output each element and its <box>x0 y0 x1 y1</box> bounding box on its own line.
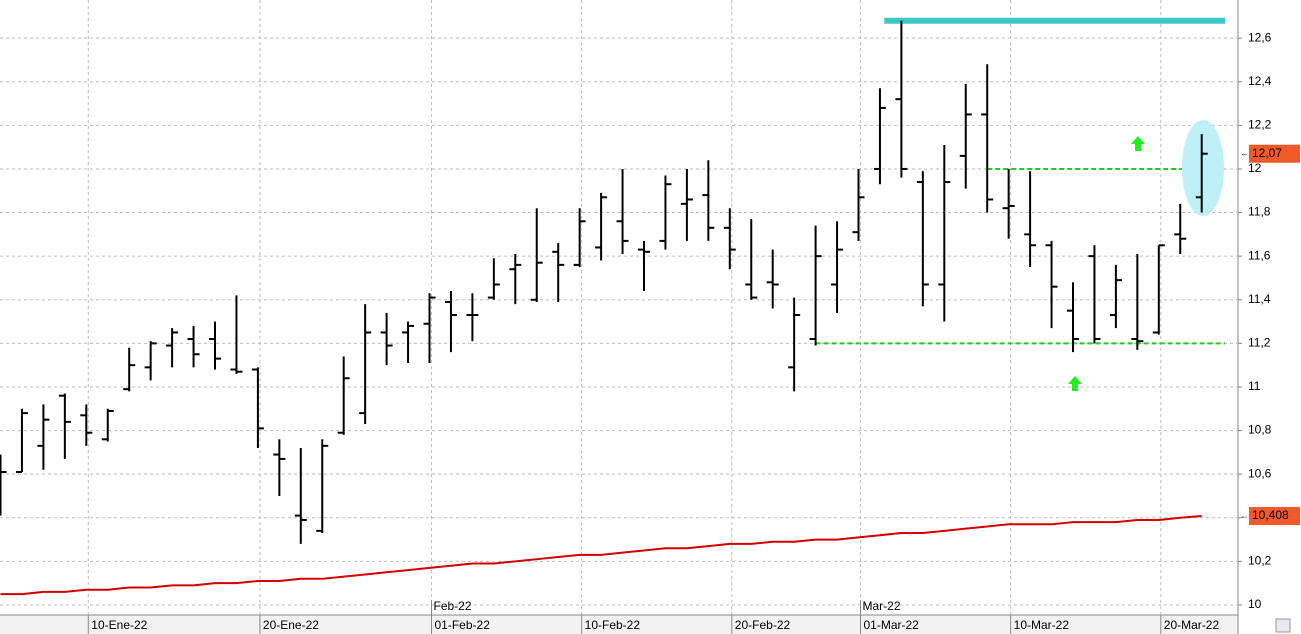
moving-average-line <box>0 515 1202 596</box>
x-tick-label: 10-Mar-22 <box>1014 618 1070 632</box>
y-tick-label: 11,2 <box>1248 336 1271 350</box>
x-tick-label: 10-Ene-22 <box>91 618 147 632</box>
y-tick-label: 10,6 <box>1248 466 1272 480</box>
y-tick-label: 11,6 <box>1248 248 1271 262</box>
price-label: 10,408 <box>1252 508 1289 522</box>
y-tick-label: 12,2 <box>1248 118 1272 132</box>
x-tick-label: 01-Mar-22 <box>864 618 920 632</box>
up-arrow <box>1131 136 1145 151</box>
x-tick-label: 01-Feb-22 <box>435 618 491 632</box>
price-label-pointer: ← <box>1240 148 1249 158</box>
highlight-ellipse <box>1182 120 1224 216</box>
corner-icon <box>1275 618 1291 633</box>
month-label: Feb-22 <box>434 599 472 613</box>
y-tick-label: 10 <box>1248 597 1262 611</box>
x-tick-label: 20-Feb-22 <box>735 618 791 632</box>
y-tick-label: 12,4 <box>1248 74 1272 88</box>
price-label-box <box>1249 144 1300 163</box>
x-tick-label: 20-Ene-22 <box>263 618 319 632</box>
price-label-pointer: ← <box>1240 510 1249 520</box>
y-tick-label: 11 <box>1248 379 1261 393</box>
x-tick-label: 20-Mar-22 <box>1164 618 1220 632</box>
y-tick-label: 11,8 <box>1248 205 1271 219</box>
price-label-box <box>1249 507 1300 526</box>
month-label: Mar-22 <box>863 599 901 613</box>
y-tick-label: 11,4 <box>1248 292 1271 306</box>
y-tick-label: 12 <box>1248 161 1262 175</box>
up-arrow <box>1068 376 1082 391</box>
x-tick-label: 10-Feb-22 <box>585 618 641 632</box>
y-tick-label: 10,2 <box>1248 554 1272 568</box>
y-tick-label: 12,6 <box>1248 30 1272 44</box>
y-tick-label: 10,8 <box>1248 423 1272 437</box>
price-label: 12,07 <box>1252 146 1282 160</box>
x-axis-strip <box>0 615 1238 634</box>
